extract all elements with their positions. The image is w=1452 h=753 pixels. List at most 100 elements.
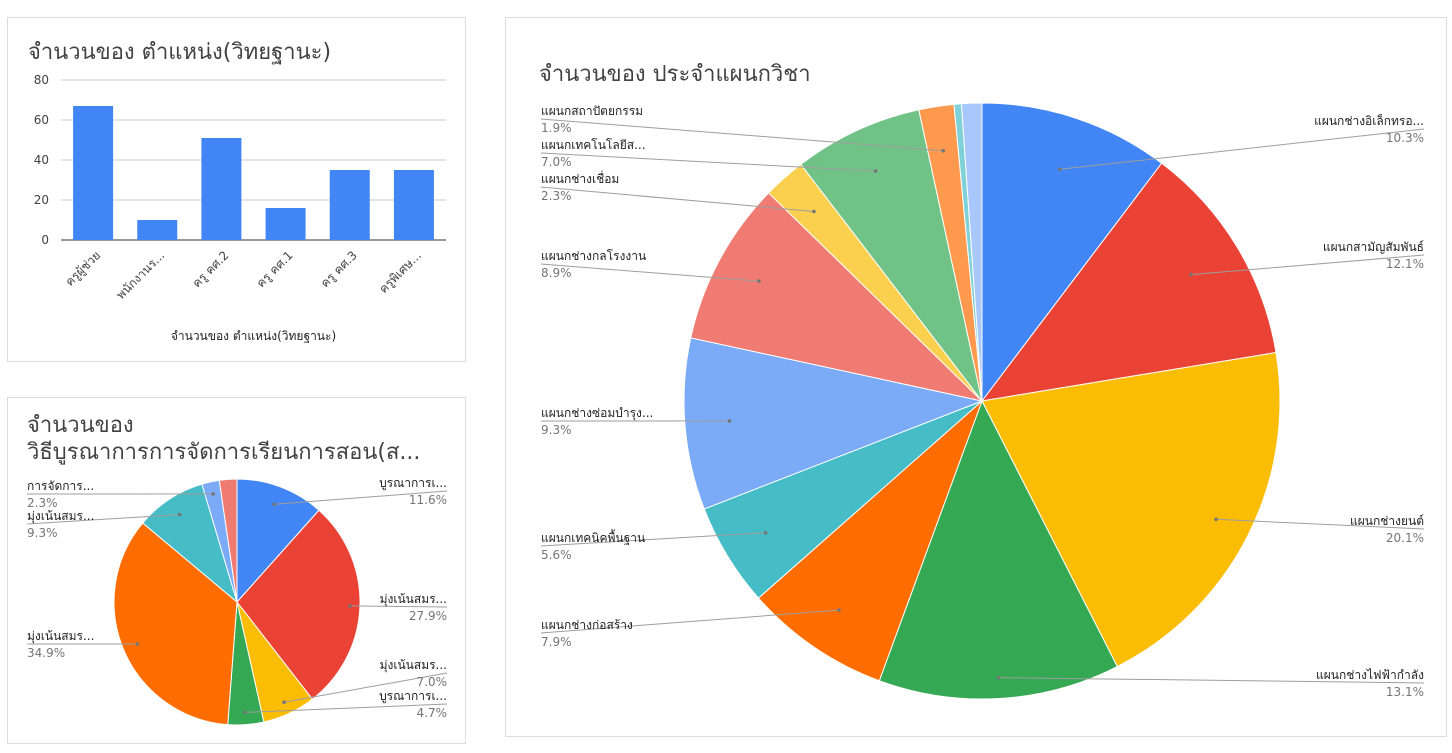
x-tick-label: ครูพิเศษ... xyxy=(376,248,424,296)
slice-percent: 13.1% xyxy=(1386,685,1424,699)
slice-label: แผนกช่างกลโรงงาน xyxy=(541,249,646,263)
slice-percent: 9.3% xyxy=(541,423,572,437)
slice-percent: 9.3% xyxy=(27,526,58,540)
leader-line xyxy=(274,490,448,505)
department-pie-card[interactable]: จำนวนของ ประจำแผนกวิชา แผนกช่างอิเล็กทรอ… xyxy=(505,17,1447,737)
leader-line xyxy=(26,514,180,525)
department-pie-title: จำนวนของ ประจำแผนกวิชา xyxy=(539,62,811,87)
leader-dot xyxy=(757,279,761,283)
bar-chart-svg: 0 20 40 60 80 ครูผู้ช่วย พนักงานร... ครู คศ.2 คร… xyxy=(34,73,446,343)
slice-label: มุ่งเน้นสมร... xyxy=(380,658,447,673)
slice-label: แผนกช่างไฟฟ้ากำลัง xyxy=(1316,668,1424,682)
slice-label: มุ่งเน้นสมร... xyxy=(27,629,94,644)
leader-line xyxy=(540,186,814,212)
slice-percent: 11.6% xyxy=(409,493,447,507)
department-pie-svg: แผนกช่างอิเล็กทรอ... 10.3% แผนกสามัญสัมพัน… xyxy=(540,102,1425,700)
teaching-method-pie-svg: บูรณาการเ... 11.6% มุ่งเน้นสมร... 27.9% มุ่ง… xyxy=(26,476,448,726)
leader-line xyxy=(540,263,759,282)
department-pie-slice[interactable] xyxy=(757,400,983,682)
bar[interactable] xyxy=(393,170,434,240)
slice-label: แผนกช่างซ่อมบำรุง... xyxy=(541,406,653,421)
department-pie-slice[interactable] xyxy=(690,192,984,402)
y-tick-label: 0 xyxy=(41,233,49,247)
bar[interactable] xyxy=(137,220,178,240)
leader-dot xyxy=(763,530,768,535)
leader-line xyxy=(998,677,1425,684)
slice-label: แผนกเทคนิคพื้นฐาน xyxy=(541,529,645,545)
leader-dot xyxy=(282,700,286,704)
leader-dot xyxy=(1057,167,1062,172)
leader-dot xyxy=(348,604,352,608)
x-tick-label: ครู คศ.1 xyxy=(254,248,297,291)
leader-dot xyxy=(135,642,140,646)
slice-label: บูรณาการเ... xyxy=(379,476,447,491)
teaching-method-pie-slice[interactable] xyxy=(218,478,238,603)
slice-percent: 12.1% xyxy=(1386,257,1424,271)
slice-label: มุ่งเน้นสมร... xyxy=(27,509,94,524)
teaching-method-pie-title: จำนวนของ วิธีบูรณาการการจัดการเรียนการสอ… xyxy=(27,412,420,466)
bar[interactable] xyxy=(329,170,370,240)
bar[interactable] xyxy=(265,208,306,240)
leader-dot xyxy=(177,512,182,517)
department-pie-slice[interactable] xyxy=(980,162,1277,402)
slice-percent: 2.3% xyxy=(27,496,58,510)
y-tick-label: 60 xyxy=(34,113,49,127)
slice-label: มุ่งเน้นสมร... xyxy=(380,592,447,607)
slice-percent: 7.0% xyxy=(541,155,572,169)
x-tick-label: ครู คศ.3 xyxy=(318,248,361,291)
department-pie-slice[interactable] xyxy=(960,102,983,402)
slice-percent: 7.0% xyxy=(417,675,448,689)
slice-percent: 4.7% xyxy=(417,706,448,720)
slice-percent: 2.3% xyxy=(541,189,572,203)
leader-dot xyxy=(996,675,1001,680)
y-tick-label: 20 xyxy=(34,193,49,207)
slice-label: แผนกสถาปัตยกรรม xyxy=(541,104,643,118)
leader-dot xyxy=(211,492,215,496)
bar[interactable] xyxy=(201,138,242,240)
slice-label: แผนกเทคโนโลยีส... xyxy=(541,138,646,152)
bar-chart-card[interactable]: จำนวนของ ตำแหน่ง(วิทยฐานะ) 0 20 40 60 80 ครูผ… xyxy=(7,17,466,362)
x-tick-label: ครูผู้ช่วย xyxy=(63,248,104,289)
y-tick-label: 40 xyxy=(34,153,49,167)
leader-line xyxy=(540,532,766,547)
leader-dot xyxy=(727,419,732,423)
leader-line xyxy=(540,609,840,634)
slice-percent: 20.1% xyxy=(1386,531,1424,545)
department-pie-slice[interactable] xyxy=(981,351,1281,668)
slice-label: แผนกสามัญสัมพันธ์ xyxy=(1323,240,1424,254)
x-tick-label: ครู คศ.2 xyxy=(190,248,233,291)
teaching-method-pie-slice[interactable] xyxy=(236,478,320,604)
slice-label: แผนกช่างก่อสร้าง xyxy=(541,618,633,632)
department-pie-slice[interactable] xyxy=(878,399,1118,700)
leader-line xyxy=(1059,128,1425,170)
leader-line xyxy=(540,152,876,172)
leader-line xyxy=(244,703,448,713)
leader-line xyxy=(350,605,448,608)
slice-percent: 10.3% xyxy=(1386,131,1424,145)
slice-percent: 34.9% xyxy=(27,646,65,660)
teaching-method-pie-card[interactable]: จำนวนของ วิธีบูรณาการการจัดการเรียนการสอ… xyxy=(7,397,466,744)
y-tick-label: 80 xyxy=(34,73,49,87)
leader-dot xyxy=(873,169,878,173)
leader-line xyxy=(1191,254,1425,276)
department-pie-slice[interactable] xyxy=(800,109,983,402)
slice-percent: 1.9% xyxy=(541,121,572,135)
slice-label: บูรณาการเ... xyxy=(379,689,447,704)
bar[interactable] xyxy=(73,106,114,240)
x-axis-title: จำนวนของ ตำแหน่ง(วิทยฐานะ) xyxy=(171,329,336,343)
slice-label: แผนกช่างอิเล็กทรอ... xyxy=(1314,113,1424,128)
leader-line xyxy=(1215,518,1425,530)
slice-label: แผนกช่างเชื่อม xyxy=(541,170,619,186)
department-pie-slice[interactable] xyxy=(981,102,1163,403)
leader-dot xyxy=(812,209,816,214)
teaching-method-pie-slice[interactable] xyxy=(113,522,238,726)
slice-label: การจัดการ... xyxy=(27,479,94,493)
x-tick-label: พนักงานร... xyxy=(114,248,168,302)
leader-dot xyxy=(941,148,945,153)
leader-line xyxy=(540,118,944,152)
department-pie-slice[interactable] xyxy=(683,337,984,510)
leader-dot xyxy=(837,608,841,612)
slice-label: แผนกช่างยนต์ xyxy=(1350,514,1424,528)
teaching-method-pie-title-line-1: จำนวนของ xyxy=(27,413,134,438)
leader-dot xyxy=(1189,272,1193,277)
